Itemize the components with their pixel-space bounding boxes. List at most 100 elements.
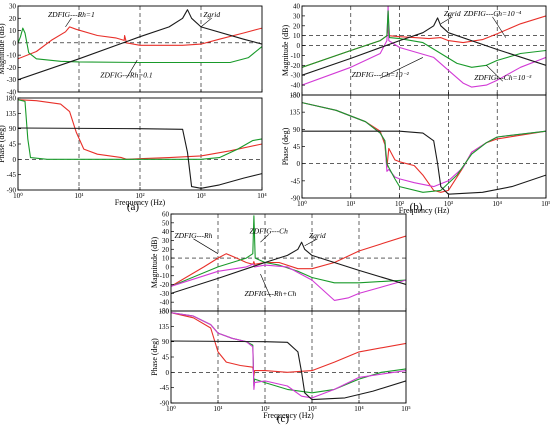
x-axis-label: Frequency (Hz) — [399, 206, 450, 215]
x-tick-label: 10⁴ — [492, 200, 502, 208]
phase-series-green — [302, 102, 546, 193]
y-tick-label: -20 — [291, 62, 301, 70]
y-tick-label: 60 — [162, 211, 170, 219]
y-tick-label: 30 — [293, 12, 301, 20]
y-tick-label: 30 — [9, 3, 17, 11]
y-tick-label: 30 — [162, 237, 170, 245]
phase-series-green — [18, 99, 262, 160]
curve-annotation: Zgrid — [444, 9, 461, 18]
x-axis-label: Frequency (Hz) — [263, 411, 314, 420]
curve-annotation: Zgrid — [203, 10, 220, 19]
y-tick-label: -90 — [291, 195, 301, 203]
phase-series-magenta — [302, 102, 546, 188]
magnitude-series-red — [171, 235, 406, 287]
y-tick-label: 180 — [6, 95, 17, 103]
y-tick-label: -20 — [7, 64, 17, 72]
y-tick-label: 45 — [9, 141, 17, 149]
x-tick-label: 10¹ — [213, 405, 222, 413]
y-tick-label: 40 — [293, 3, 301, 11]
magnitude-series-black — [18, 9, 262, 81]
magnitude-series-red — [302, 15, 546, 68]
y-tick-label: 20 — [9, 15, 17, 23]
y-tick-label: -20 — [160, 281, 170, 289]
magnitude-y-axis-label: Magnitude (dB) — [0, 23, 6, 75]
annotation-leader — [492, 16, 507, 38]
panel-label: (b) — [410, 201, 423, 213]
y-tick-label: 50 — [162, 219, 170, 227]
x-axis-label: Frequency (Hz) — [115, 198, 166, 207]
y-tick-label: -45 — [7, 171, 17, 179]
y-tick-label: 90 — [293, 126, 301, 134]
y-tick-label: 0 — [297, 160, 301, 168]
y-tick-label: 10 — [162, 255, 170, 263]
y-tick-label: 0 — [13, 39, 17, 47]
y-tick-label: 135 — [159, 323, 170, 331]
phase-series-black — [302, 130, 546, 195]
annotation-leader — [440, 16, 453, 25]
y-tick-label: -45 — [160, 384, 170, 392]
y-tick-label: 10 — [9, 27, 17, 35]
magnitude-y-axis-label: Magnitude (dB) — [281, 25, 290, 77]
annotation-leader — [304, 238, 318, 247]
phase-series-black — [171, 340, 406, 401]
annotation-leader — [260, 234, 269, 243]
x-tick-label: 10¹ — [346, 200, 355, 208]
y-tick-label: 0 — [166, 369, 170, 377]
y-tick-label: -40 — [291, 82, 301, 90]
y-tick-label: 0 — [166, 263, 170, 271]
y-tick-label: 45 — [162, 354, 170, 362]
y-tick-label: -10 — [7, 52, 17, 60]
y-tick-label: 90 — [9, 125, 17, 133]
curve-annotation: ZDFIG---Rh=0.1 — [100, 70, 152, 79]
annotation-leader — [260, 273, 271, 298]
x-tick-label: 10² — [135, 192, 144, 200]
y-tick-label: -30 — [160, 290, 170, 298]
curve-annotation: ZDFIG---Ch=10⁻² — [352, 70, 410, 79]
y-tick-label: 135 — [6, 110, 17, 118]
y-tick-label: -90 — [7, 187, 17, 195]
x-tick-label: 10² — [395, 200, 404, 208]
curve-annotation: ZDFIG---Ch=10⁻⁴ — [464, 9, 522, 18]
annotation-leader — [380, 57, 424, 79]
phase-axes-frame — [301, 94, 547, 199]
curve-annotation: ZDFIG---Rh+Ch — [244, 289, 296, 298]
x-tick-label: 10⁰ — [166, 405, 176, 413]
y-tick-label: -10 — [291, 52, 301, 60]
phase-series-red — [18, 99, 262, 160]
x-tick-label: 10⁰ — [297, 200, 307, 208]
phase-y-axis-label: Phase (deg) — [281, 127, 290, 165]
x-tick-label: 10⁴ — [354, 405, 364, 413]
y-tick-label: 0 — [297, 42, 301, 50]
y-tick-label: -40 — [7, 89, 17, 97]
y-tick-label: -50 — [291, 92, 301, 100]
panel-label: (a) — [127, 201, 140, 213]
x-tick-label: 10⁵ — [541, 200, 550, 208]
y-tick-label: 45 — [293, 143, 301, 151]
phase-series-red — [302, 102, 546, 193]
magnitude-y-axis-label: Magnitude (dB) — [150, 237, 159, 289]
chart-a: -40 -30 -20 -10 0 10 20 30 Magnitude (dB) ZDFIG--… — [0, 3, 267, 214]
magnitude-series-green — [302, 10, 546, 68]
y-tick-label: 180 — [159, 308, 170, 316]
curve-annotation: ZDFIG---Ch=10⁻³ — [474, 73, 532, 82]
curve-annotation: ZDFIG---Rh=1 — [48, 10, 95, 19]
phase-series-black — [18, 127, 262, 189]
y-tick-label: 20 — [293, 22, 301, 30]
annotation-leader — [200, 17, 212, 28]
y-tick-label: 90 — [162, 338, 170, 346]
x-tick-label: 10³ — [444, 200, 453, 208]
phase-series-green — [171, 312, 406, 394]
annotation-leader — [65, 17, 72, 28]
magnitude-series-red — [18, 26, 262, 60]
y-tick-label: -45 — [291, 177, 301, 185]
x-tick-label: 10² — [260, 405, 269, 413]
curve-annotation: ZDFIG---Ch — [250, 226, 289, 235]
phase-y-axis-label: Phase (deg) — [150, 338, 159, 376]
y-tick-label: 135 — [290, 109, 301, 117]
y-tick-label: -40 — [160, 299, 170, 307]
magnitude-series-magenta — [171, 263, 406, 301]
y-tick-label: 20 — [162, 246, 170, 254]
phase-series-magenta — [171, 312, 406, 399]
